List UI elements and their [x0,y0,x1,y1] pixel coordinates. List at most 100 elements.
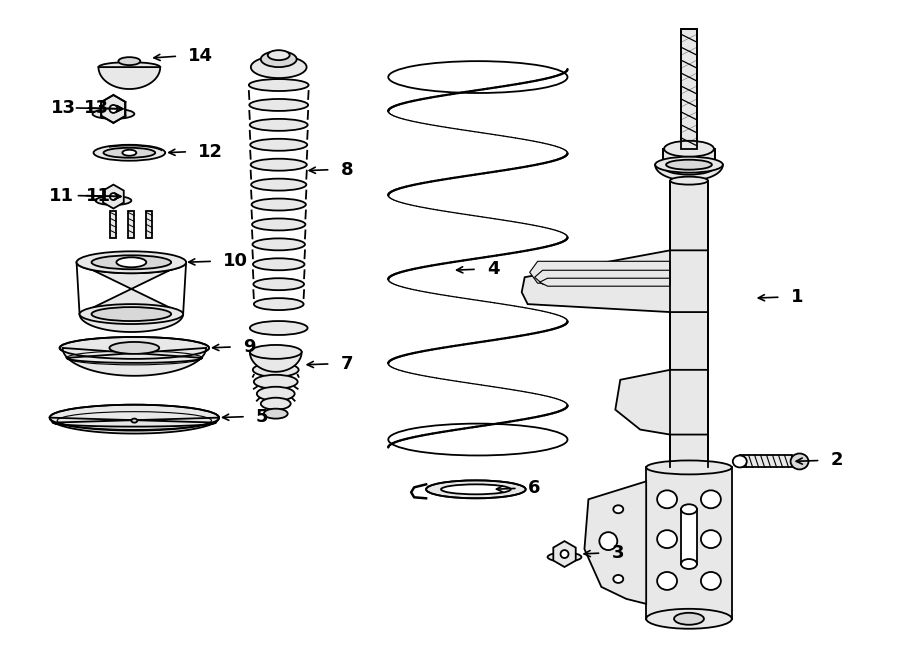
Polygon shape [535,270,670,284]
Ellipse shape [250,321,308,335]
Polygon shape [76,262,186,332]
Ellipse shape [657,530,677,548]
Ellipse shape [657,572,677,590]
Bar [681,29,697,149]
Bar [147,210,152,239]
Bar [646,467,732,619]
Ellipse shape [547,553,581,562]
Ellipse shape [261,398,291,410]
Ellipse shape [252,198,306,210]
Ellipse shape [701,572,721,590]
Ellipse shape [256,387,294,401]
Ellipse shape [251,178,306,190]
Polygon shape [584,481,646,604]
Text: 1: 1 [790,288,803,306]
Bar [670,180,708,467]
Polygon shape [540,278,670,286]
Ellipse shape [261,51,297,67]
Ellipse shape [599,532,617,550]
Text: 5: 5 [256,408,268,426]
Ellipse shape [646,461,732,475]
Polygon shape [250,352,302,372]
Text: 14: 14 [188,47,213,65]
Text: 13: 13 [84,99,109,117]
Ellipse shape [79,304,183,324]
Ellipse shape [646,609,732,629]
Ellipse shape [116,257,147,267]
Text: 7: 7 [340,355,353,373]
Ellipse shape [253,363,299,377]
Ellipse shape [253,239,305,251]
Ellipse shape [76,251,186,273]
Ellipse shape [253,258,304,270]
Polygon shape [655,165,723,180]
Ellipse shape [250,345,302,359]
Ellipse shape [264,408,288,418]
Bar [663,149,715,167]
Ellipse shape [119,57,140,65]
Bar [111,210,116,239]
Ellipse shape [666,160,712,170]
Ellipse shape [733,455,747,467]
Text: 13: 13 [50,99,76,117]
Text: 9: 9 [243,338,256,356]
Ellipse shape [93,109,134,119]
Ellipse shape [681,559,697,569]
Bar [681,29,697,149]
Polygon shape [50,418,219,434]
Ellipse shape [92,255,171,269]
Text: 12: 12 [198,143,223,161]
Ellipse shape [674,613,704,625]
Ellipse shape [110,342,159,354]
Ellipse shape [122,150,136,156]
Polygon shape [616,370,708,434]
Ellipse shape [94,145,166,161]
Polygon shape [522,251,708,312]
Ellipse shape [613,505,624,513]
Ellipse shape [790,453,808,469]
Ellipse shape [426,481,526,498]
Polygon shape [98,67,160,89]
Ellipse shape [110,105,117,113]
Ellipse shape [50,405,219,430]
Ellipse shape [250,119,308,131]
Ellipse shape [646,612,732,626]
Text: 3: 3 [611,544,624,562]
Ellipse shape [268,50,290,60]
Ellipse shape [655,157,723,173]
Ellipse shape [248,79,309,91]
Ellipse shape [657,490,677,508]
Bar [129,210,134,239]
Ellipse shape [249,99,308,111]
Ellipse shape [670,176,708,184]
Ellipse shape [95,196,131,205]
Bar [681,509,697,564]
Ellipse shape [98,62,160,72]
Ellipse shape [681,504,697,514]
Ellipse shape [251,56,307,78]
Ellipse shape [701,490,721,508]
Text: 6: 6 [527,479,540,497]
Ellipse shape [92,307,171,321]
Polygon shape [554,541,576,567]
Ellipse shape [254,298,303,310]
Ellipse shape [254,278,304,290]
Text: 8: 8 [340,161,353,178]
Polygon shape [530,261,670,283]
Ellipse shape [104,148,155,158]
Ellipse shape [110,193,117,200]
Polygon shape [63,348,206,376]
Polygon shape [104,184,124,208]
Ellipse shape [250,139,307,151]
Ellipse shape [59,337,209,359]
Ellipse shape [254,375,298,389]
Ellipse shape [441,485,510,494]
Text: 4: 4 [487,260,500,278]
Ellipse shape [701,530,721,548]
Ellipse shape [664,141,714,157]
Bar [740,455,792,467]
Polygon shape [102,95,125,123]
Ellipse shape [663,159,715,175]
Ellipse shape [251,159,307,171]
Text: 10: 10 [223,253,248,270]
